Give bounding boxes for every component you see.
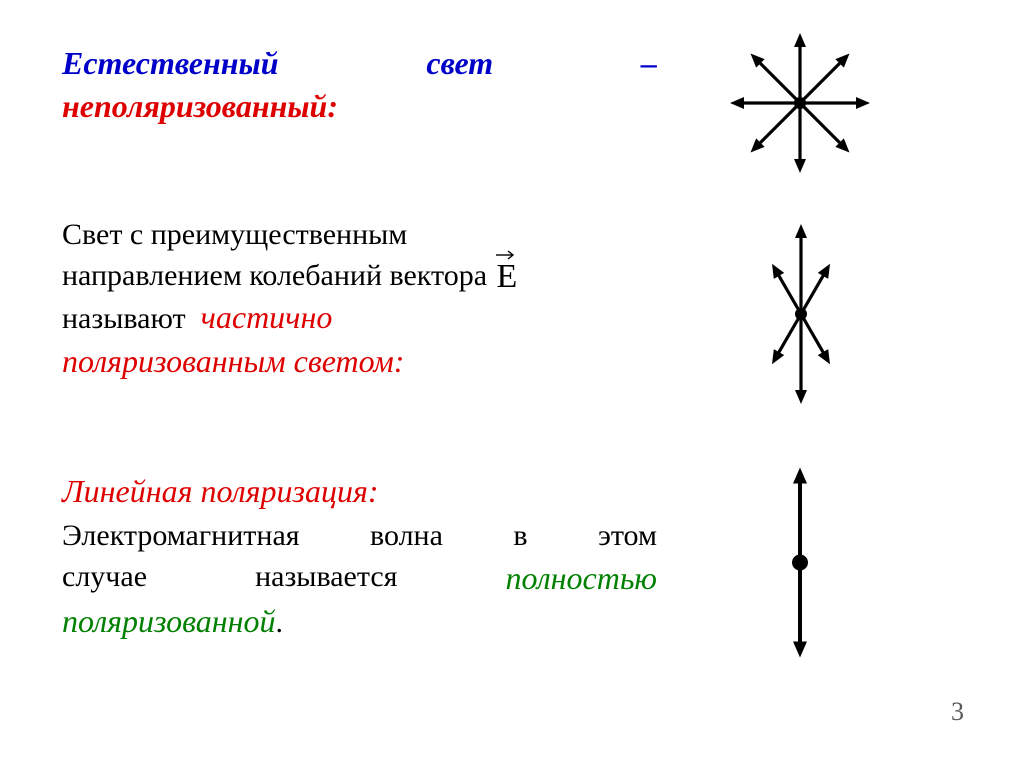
heading-word-2: свет <box>426 42 493 85</box>
linear-l1-w1: Электромагнитная <box>62 516 300 557</box>
heading-word-3: неполяризованный: <box>62 88 338 124</box>
partial-emphasis-2: поляризованным светом: <box>62 343 404 379</box>
vector-e-letter: E <box>497 258 518 295</box>
linear-period: . <box>276 606 284 639</box>
partial-emphasis-1: частично <box>201 299 333 335</box>
diagram-partially-polarized <box>706 214 896 414</box>
linear-l1-w4: этом <box>598 516 657 557</box>
linear-l1-w3: в <box>513 516 527 557</box>
paragraph-linear-polarization: Линейная поляризация: Электромагнитная в… <box>62 470 657 643</box>
linear-title: Линейная поляризация: <box>62 470 657 513</box>
heading-word-1: Естественный <box>62 42 279 85</box>
page-number: 3 <box>951 697 964 727</box>
heading-dash: – <box>641 42 657 85</box>
partial-line-2-prefix: направлением колебаний вектора <box>62 259 487 292</box>
linear-l2-w1: случае <box>62 557 147 600</box>
diagram-linear-polarization <box>760 455 840 670</box>
linear-l2-w2: называется <box>255 557 397 600</box>
linear-emph-1: полностью <box>506 557 657 600</box>
heading-natural-light: Естественный свет – неполяризованный: <box>62 42 657 128</box>
paragraph-partially-polarized: Свет с преимущественным направлением кол… <box>62 215 657 383</box>
partial-line-3-prefix: называют <box>62 302 186 335</box>
linear-l1-w2: волна <box>370 516 443 557</box>
diagram-natural-light <box>715 18 885 188</box>
vector-e-symbol: E <box>495 260 520 294</box>
linear-emph-2: поляризованной <box>62 603 276 639</box>
partial-line-1: Свет с преимущественным <box>62 215 657 256</box>
